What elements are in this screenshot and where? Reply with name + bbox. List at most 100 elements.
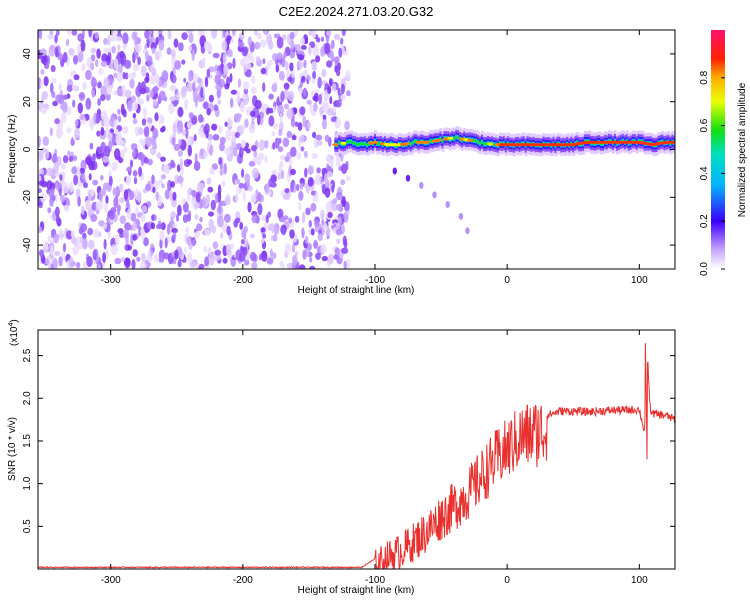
heatmap-noise-cell <box>118 115 122 123</box>
heatmap-signal-cell <box>411 141 415 144</box>
heatmap-noise-cell <box>204 256 210 268</box>
heatmap-noise-cell <box>284 188 290 194</box>
heatmap-noise-cell <box>62 242 67 253</box>
heatmap-noise-cell <box>257 114 261 126</box>
heatmap-signal-cell <box>441 139 445 143</box>
heatmap-noise-cell <box>205 194 211 205</box>
snr-xtick-label: -300 <box>101 575 121 586</box>
heatmap-noise-cell <box>169 85 175 92</box>
heatmap-signal-cell <box>338 141 342 144</box>
heatmap-noise-cell <box>124 257 131 269</box>
heatmap-noise-cell <box>257 203 263 216</box>
heatmap-noise-cell <box>142 107 147 119</box>
heatmap-noise-cell <box>95 201 102 211</box>
heatmap-noise-cell <box>248 160 256 167</box>
heatmap-noise-cell <box>239 147 244 158</box>
heatmap-signal-peak <box>340 141 347 145</box>
heatmap-noise-cell <box>93 228 99 238</box>
heatmap-noise-cell <box>288 158 293 167</box>
heatmap-noise-cell <box>47 34 55 41</box>
heatmap-noise-cell <box>103 47 110 54</box>
spectrogram-xtick-label: -100 <box>365 275 385 286</box>
heatmap-noise-cell <box>337 62 341 71</box>
heatmap-noise-cell <box>122 42 128 50</box>
heatmap-noise-cell <box>48 188 55 198</box>
heatmap-noise-cell <box>132 149 137 158</box>
heatmap-signal-cell <box>473 139 477 142</box>
heatmap-noise-cell <box>122 229 129 239</box>
heatmap-noise-cell <box>159 230 165 241</box>
heatmap-noise-cell <box>321 255 328 262</box>
heatmap-noise-cell <box>156 152 162 159</box>
heatmap-noise-cell <box>219 136 226 144</box>
heatmap-noise-cell <box>43 76 49 87</box>
heatmap-noise-cell <box>81 205 85 216</box>
heatmap-noise-cell <box>69 71 76 77</box>
heatmap-noise-cell <box>151 214 155 221</box>
heatmap-noise-cell <box>311 30 317 39</box>
heatmap-noise-cell <box>104 145 111 158</box>
heatmap-noise-cell <box>279 160 284 168</box>
heatmap-noise-cell <box>53 233 59 244</box>
heatmap-noise-cell <box>340 37 344 45</box>
heatmap-noise-cell <box>265 214 269 224</box>
heatmap-noise-cell <box>332 83 337 92</box>
heatmap-noise-cell <box>70 230 75 239</box>
heatmap-noise-cell <box>325 201 332 214</box>
heatmap-noise-cell <box>243 225 248 234</box>
heatmap-noise-cell <box>247 185 253 192</box>
heatmap-noise-cell <box>263 140 269 149</box>
heatmap-noise-cell <box>100 175 104 181</box>
heatmap-noise-cell <box>267 59 272 70</box>
heatmap-noise-cell <box>164 189 170 200</box>
heatmap-noise-cell <box>198 30 203 37</box>
heatmap-noise-cell <box>96 48 101 59</box>
heatmap-noise-cell <box>97 98 101 106</box>
heatmap-noise-cell <box>277 104 284 115</box>
heatmap-noise-cell <box>60 163 67 170</box>
heatmap-noise-cell <box>326 30 332 37</box>
heatmap-noise-cell <box>61 182 69 194</box>
heatmap-noise-cell <box>219 142 225 152</box>
heatmap-noise-cell <box>150 243 155 249</box>
heatmap-noise-cell <box>139 138 144 144</box>
heatmap-noise-cell <box>134 43 142 54</box>
heatmap-signal-cell <box>413 139 417 143</box>
heatmap-noise-cell <box>203 265 211 269</box>
heatmap-noise-cell <box>124 59 132 69</box>
heatmap-noise-cell <box>136 96 141 104</box>
heatmap-noise-cell <box>262 233 266 239</box>
heatmap-noise-cell <box>188 32 194 44</box>
heatmap-noise-cell <box>132 249 138 257</box>
heatmap-noise-cell <box>196 223 203 232</box>
heatmap-noise-cell <box>73 174 78 186</box>
heatmap-noise-cell <box>100 126 105 136</box>
heatmap-noise-cell <box>62 155 69 164</box>
heatmap-noise-cell <box>275 64 279 73</box>
heatmap-signal-cell <box>360 142 364 145</box>
heatmap-noise-cell <box>95 112 99 125</box>
heatmap-noise-cell <box>278 146 284 153</box>
heatmap-noise-cell <box>330 50 334 61</box>
heatmap-noise-cell <box>271 169 278 176</box>
heatmap-noise-cell <box>273 234 278 242</box>
heatmap-noise-cell <box>194 231 201 239</box>
heatmap-noise-cell <box>86 256 93 268</box>
heatmap-noise-cell <box>156 224 163 230</box>
heatmap-noise-cell <box>201 56 206 66</box>
heatmap-signal-cell <box>475 139 479 143</box>
heatmap-noise-cell <box>55 206 60 217</box>
heatmap-noise-cell <box>312 70 316 80</box>
heatmap-noise-cell <box>330 39 335 50</box>
heatmap-noise-cell <box>39 249 45 258</box>
heatmap-noise-cell <box>124 72 129 80</box>
heatmap-noise-cell <box>50 244 54 257</box>
heatmap-noise-cell <box>76 261 81 269</box>
heatmap-noise-cell <box>78 91 86 102</box>
heatmap-noise-cell <box>341 163 348 175</box>
heatmap-noise-cell <box>42 136 49 147</box>
heatmap-noise-cell <box>315 140 323 146</box>
heatmap-noise-cell <box>239 32 245 41</box>
heatmap-noise-cell <box>206 68 210 78</box>
